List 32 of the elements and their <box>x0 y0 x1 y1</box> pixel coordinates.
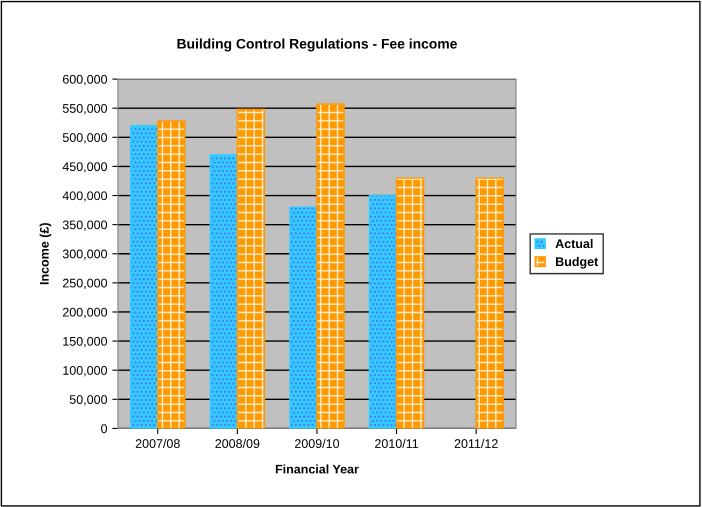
bar <box>396 177 424 428</box>
x-tick-label: 2009/10 <box>294 438 340 448</box>
bar <box>475 177 504 428</box>
y-tick-label: 600,000 <box>62 74 108 86</box>
y-tick-label: 200,000 <box>62 308 108 318</box>
y-axis-title: Income (£) <box>40 223 52 284</box>
x-tick-label: 2011/12 <box>454 438 498 448</box>
y-tick-label: 50,000 <box>70 395 108 406</box>
legend-label: Budget <box>556 256 598 269</box>
y-tick-label: 100,000 <box>63 366 108 376</box>
bar <box>289 206 318 428</box>
bar <box>316 103 345 428</box>
x-axis-title: Financial Year <box>276 464 359 474</box>
legend-label: Actual <box>555 238 592 248</box>
y-tick-label: 400,000 <box>62 191 108 202</box>
y-tick-label: 350,000 <box>62 220 108 231</box>
y-tick-label: 0 <box>101 424 108 434</box>
y-tick-label: 300,000 <box>62 250 108 260</box>
bar <box>210 154 238 428</box>
bar <box>157 120 186 428</box>
bar <box>236 108 266 428</box>
y-tick-label: 500,000 <box>62 133 108 144</box>
x-tick-label: 2010/11 <box>375 438 418 448</box>
x-tick-label: 2007/08 <box>136 438 180 448</box>
bar <box>368 194 398 428</box>
y-tick-label: 450,000 <box>62 162 108 173</box>
y-tick-label: 550,000 <box>62 104 108 114</box>
chart-title: Building Control Regulations - Fee income <box>177 38 457 52</box>
bar <box>130 124 158 428</box>
y-tick-label: 150,000 <box>63 336 108 348</box>
x-tick-label: 2008/09 <box>215 438 260 448</box>
y-tick-label: 250,000 <box>62 278 108 289</box>
